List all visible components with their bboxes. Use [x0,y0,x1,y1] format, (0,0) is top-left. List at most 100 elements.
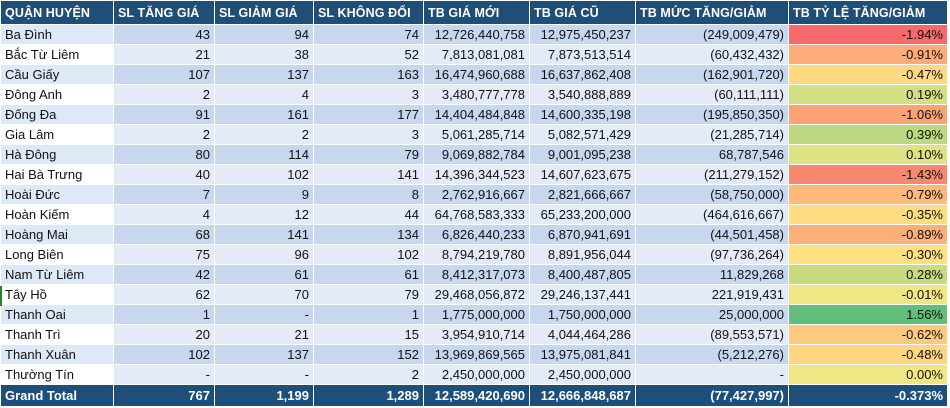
cell-district[interactable]: Hoàng Mai [0,224,114,245]
cell-avg-new[interactable]: 7,813,081,081 [423,44,530,65]
cell-avg-change[interactable]: - [635,364,789,385]
cell-avg-new[interactable]: 29,468,056,872 [423,284,530,305]
cell-avg-pct[interactable]: -0.30% [788,244,948,265]
cell-up-count[interactable]: 4 [113,204,215,225]
cell-avg-new[interactable]: 64,768,583,333 [423,204,530,225]
header-avg-old[interactable]: TB GIÁ CŨ [529,0,636,25]
cell-avg-new[interactable]: 8,794,219,780 [423,244,530,265]
cell-avg-old[interactable]: 13,975,081,841 [529,344,636,365]
cell-up-count[interactable]: 2 [113,84,215,105]
cell-avg-pct[interactable]: 0.19% [788,84,948,105]
cell-up-count[interactable]: 42 [113,264,215,285]
cell-avg-pct[interactable]: -1.06% [788,104,948,125]
cell-up-count[interactable]: 107 [113,64,215,85]
cell-avg-change[interactable]: (195,850,350) [635,104,789,125]
cell-avg-pct[interactable]: -0.48% [788,344,948,365]
cell-avg-pct[interactable]: 0.39% [788,124,948,145]
cell-avg-change[interactable]: (97,736,264) [635,244,789,265]
total-up[interactable]: 767 [113,384,215,407]
header-same-count[interactable]: SL KHÔNG ĐỔI [313,0,424,25]
cell-down-count[interactable]: 12 [214,204,314,225]
cell-up-count[interactable]: 75 [113,244,215,265]
cell-same-count[interactable]: 3 [313,84,424,105]
cell-up-count[interactable]: 68 [113,224,215,245]
cell-avg-change[interactable]: (464,616,667) [635,204,789,225]
cell-avg-pct[interactable]: -0.89% [788,224,948,245]
cell-avg-old[interactable]: 16,637,862,408 [529,64,636,85]
cell-avg-new[interactable]: 14,404,484,848 [423,104,530,125]
cell-down-count[interactable]: 94 [214,24,314,45]
cell-avg-new[interactable]: 5,061,285,714 [423,124,530,145]
total-label[interactable]: Grand Total [0,384,114,407]
header-avg-change[interactable]: TB MỨC TĂNG/GIẢM [635,0,789,25]
cell-down-count[interactable]: 161 [214,104,314,125]
cell-avg-change[interactable]: (44,501,458) [635,224,789,245]
cell-avg-old[interactable]: 29,246,137,441 [529,284,636,305]
total-same[interactable]: 1,289 [313,384,424,407]
cell-avg-pct[interactable]: -0.35% [788,204,948,225]
cell-down-count[interactable]: 96 [214,244,314,265]
cell-avg-change[interactable]: (5,212,276) [635,344,789,365]
cell-district[interactable]: Nam Từ Liêm [0,264,114,285]
cell-avg-change[interactable]: (60,432,432) [635,44,789,65]
cell-same-count[interactable]: 102 [313,244,424,265]
cell-avg-old[interactable]: 6,870,941,691 [529,224,636,245]
cell-up-count[interactable]: 102 [113,344,215,365]
cell-up-count[interactable]: 40 [113,164,215,185]
cell-district[interactable]: Bắc Từ Liêm [0,44,114,65]
cell-avg-pct[interactable]: -1.43% [788,164,948,185]
cell-up-count[interactable]: - [113,364,215,385]
cell-avg-old[interactable]: 65,233,200,000 [529,204,636,225]
cell-up-count[interactable]: 62 [113,284,215,305]
cell-down-count[interactable]: 137 [214,64,314,85]
cell-avg-old[interactable]: 8,400,487,805 [529,264,636,285]
total-pct[interactable]: -0.373% [788,384,948,407]
cell-district[interactable]: Ba Đình [0,24,114,45]
cell-district[interactable]: Đông Anh [0,84,114,105]
cell-down-count[interactable]: 9 [214,184,314,205]
cell-avg-new[interactable]: 8,412,317,073 [423,264,530,285]
cell-avg-pct[interactable]: -0.62% [788,324,948,345]
cell-down-count[interactable]: 2 [214,124,314,145]
cell-avg-old[interactable]: 14,607,623,675 [529,164,636,185]
cell-avg-new[interactable]: 12,726,440,758 [423,24,530,45]
cell-same-count[interactable]: 79 [313,284,424,305]
cell-avg-pct[interactable]: -0.47% [788,64,948,85]
cell-district[interactable]: Thanh Trì [0,324,114,345]
cell-down-count[interactable]: - [214,364,314,385]
cell-up-count[interactable]: 91 [113,104,215,125]
cell-avg-pct[interactable]: -0.01% [788,284,948,305]
cell-same-count[interactable]: 177 [313,104,424,125]
cell-avg-new[interactable]: 14,396,344,523 [423,164,530,185]
header-up-count[interactable]: SL TĂNG GIÁ [113,0,215,25]
cell-avg-new[interactable]: 1,775,000,000 [423,304,530,325]
cell-down-count[interactable]: - [214,304,314,325]
cell-district[interactable]: Hoàn Kiếm [0,204,114,225]
cell-district[interactable]: Hoài Đức [0,184,114,205]
cell-avg-change[interactable]: (60,111,111) [635,84,789,105]
cell-avg-change[interactable]: (249,009,479) [635,24,789,45]
cell-avg-change[interactable]: (21,285,714) [635,124,789,145]
cell-same-count[interactable]: 3 [313,124,424,145]
cell-avg-pct[interactable]: 0.10% [788,144,948,165]
cell-down-count[interactable]: 61 [214,264,314,285]
cell-up-count[interactable]: 2 [113,124,215,145]
cell-same-count[interactable]: 52 [313,44,424,65]
cell-avg-old[interactable]: 7,873,513,514 [529,44,636,65]
cell-avg-change[interactable]: 25,000,000 [635,304,789,325]
cell-avg-old[interactable]: 12,975,450,237 [529,24,636,45]
cell-district[interactable]: Hai Bà Trưng [0,164,114,185]
cell-same-count[interactable]: 2 [313,364,424,385]
cell-down-count[interactable]: 137 [214,344,314,365]
cell-same-count[interactable]: 134 [313,224,424,245]
cell-avg-new[interactable]: 6,826,440,233 [423,224,530,245]
cell-avg-change[interactable]: 11,829,268 [635,264,789,285]
cell-same-count[interactable]: 8 [313,184,424,205]
header-avg-pct[interactable]: TB TỶ LỆ TĂNG/GIẢM [788,0,948,25]
cell-up-count[interactable]: 1 [113,304,215,325]
cell-district[interactable]: Long Biên [0,244,114,265]
cell-avg-new[interactable]: 3,954,910,714 [423,324,530,345]
cell-avg-change[interactable]: (211,279,152) [635,164,789,185]
cell-avg-old[interactable]: 4,044,464,286 [529,324,636,345]
cell-avg-pct[interactable]: -1.94% [788,24,948,45]
